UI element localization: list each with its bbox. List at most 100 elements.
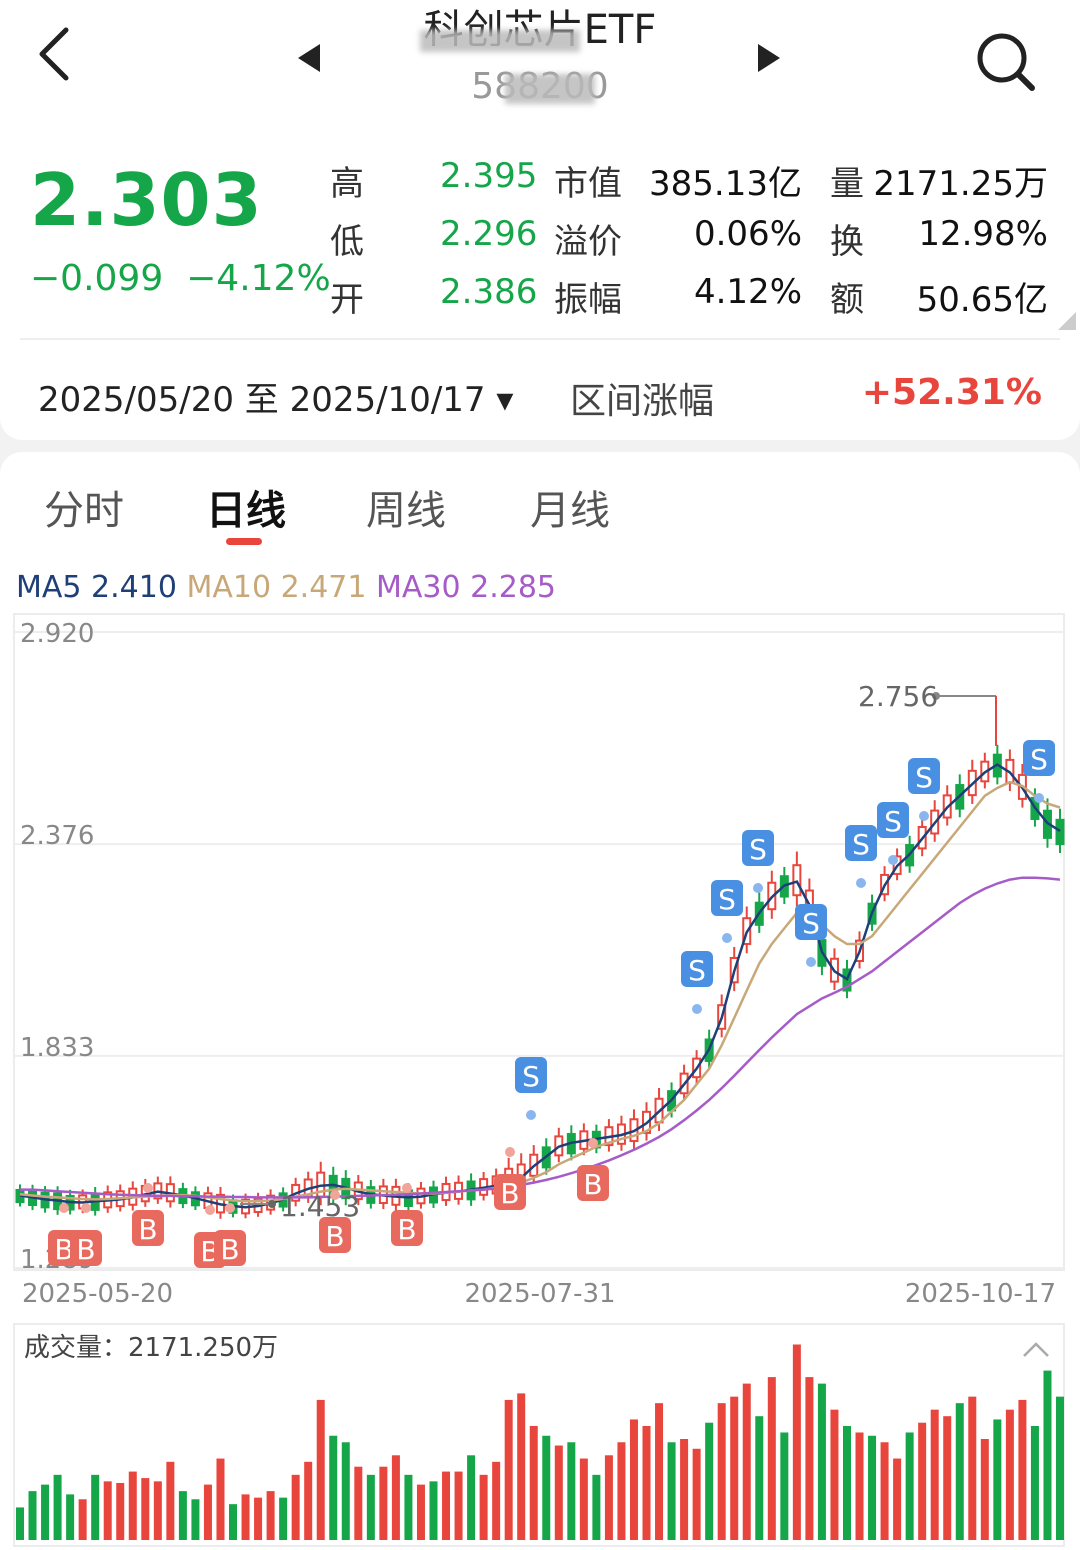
volume-bar [554,1445,563,1540]
privacy-blur [505,74,595,104]
volume-bar [116,1482,125,1540]
volume-bar [893,1458,902,1540]
turnover-value: 12.98% [918,214,1048,254]
volume-bar [391,1455,400,1540]
buy-signal-text: B [138,1213,157,1246]
buy-signal-dot [225,1203,235,1213]
volume-bar [592,1474,601,1540]
volume-bar [880,1442,889,1540]
candle-body [792,864,802,897]
dropdown-arrow-icon: ▾ [496,380,514,420]
back-arrow-icon[interactable] [28,22,88,86]
volume-bar [216,1458,225,1540]
volume-bar [542,1435,551,1540]
buy-signal-dot [588,1138,598,1148]
volume-bar [442,1471,451,1540]
volume-bar [128,1471,137,1540]
sell-signal-badge [877,802,909,838]
volume-bar [103,1481,112,1540]
volume-bar [66,1494,75,1540]
y-tick-label: 2.376 [20,821,94,851]
volume-bar [1056,1396,1064,1540]
x-tick-label: 2025-05-20 [22,1279,173,1309]
volume-bar [780,1432,789,1540]
volume-bar [203,1484,212,1540]
buy-signal-badge [319,1217,351,1253]
volume-bar [905,1432,914,1540]
market-cap-value: 385.13亿 [649,164,802,204]
sell-signal-text: S [1030,743,1048,776]
buy-signal-dot [205,1205,215,1215]
buy-signal-badge [214,1230,246,1266]
volume-bar [291,1474,300,1540]
volume-bar [567,1442,576,1540]
volume-bar [504,1399,513,1540]
buy-signal-text: B [325,1220,344,1253]
buy-signal-text: B [500,1177,519,1210]
volume-bar [266,1491,275,1540]
tab-weekly[interactable]: 周线 [366,488,446,534]
date-range-selector[interactable]: 2025/05/20 至 2025/10/17 ▾ [38,372,513,421]
volume-bar [980,1439,989,1540]
buy-signal-badge [132,1210,164,1246]
sell-signal-dot [526,1110,536,1120]
range-change-value: +52.31% [861,372,1042,413]
ma10-label: MA10 2.471 [186,570,367,605]
tab-monthly[interactable]: 月线 [530,488,610,534]
premium-label: 溢价 [554,222,622,262]
buy-signal-text: B [220,1233,239,1266]
change-percent: −4.12% [186,258,331,299]
volume-bar [629,1419,638,1540]
volume-bar [28,1491,37,1540]
volume-bar [354,1466,363,1540]
date-range-text: 2025/05/20 至 2025/10/17 [38,380,486,420]
low-value: 2.296 [440,214,538,254]
chart-panel: 分时 日线 周线 月线 MA5 2.410 MA10 2.471 MA30 2.… [0,452,1080,1550]
high-marker-dot [932,691,940,700]
sell-signal-dot [856,878,866,888]
sell-signal-badge [845,825,877,861]
volume-bar [529,1425,538,1540]
next-fund-icon[interactable] [752,38,786,78]
volume-title: 成交量：2171.250万 [24,1333,278,1363]
high-price-label: 2.756 [858,680,938,713]
quote-panel: 2.303 −0.099 −4.12% 高 2.395 市值 385.13亿 量… [0,130,1080,440]
volume-bar [604,1455,613,1540]
expand-corner-icon[interactable] [1058,312,1076,330]
amplitude-value: 4.12% [693,272,802,312]
change-amount: −0.099 [30,258,164,299]
sell-signal-dot [888,855,898,865]
volume-bar [304,1461,313,1540]
sell-signal-dot [919,811,929,821]
sell-signal-text: S [718,883,736,916]
volume-bar [830,1409,839,1540]
volume-bar [943,1416,952,1540]
ma5-label: MA5 2.410 [16,570,177,605]
volume-bar [467,1455,476,1540]
chart-frame [13,613,1065,1271]
last-price: 2.303 [30,158,263,242]
tab-daily[interactable]: 日线 [206,488,286,534]
volume-bar [792,1344,801,1540]
sell-signal-badge [795,904,827,940]
volume-bar [492,1461,501,1540]
previous-fund-icon[interactable] [292,38,326,78]
volume-bar [680,1439,689,1540]
volume-bar [1030,1425,1039,1540]
x-tick-label: 2025-07-31 [464,1279,615,1309]
tab-intraday[interactable]: 分时 [44,488,124,534]
volume-bar [316,1399,325,1540]
volume-bar [705,1422,714,1540]
open-value: 2.386 [440,272,538,312]
volume-bar [141,1478,150,1540]
low-label: 低 [330,222,364,262]
volume-bar [416,1484,425,1540]
volume-bar [517,1393,526,1540]
sell-signal-text: S [852,828,870,861]
search-icon[interactable] [970,26,1040,96]
sell-signal-text: S [915,761,933,794]
volume-bar [178,1491,187,1540]
volume-bar [191,1499,200,1540]
ma5-line [19,763,1061,1209]
